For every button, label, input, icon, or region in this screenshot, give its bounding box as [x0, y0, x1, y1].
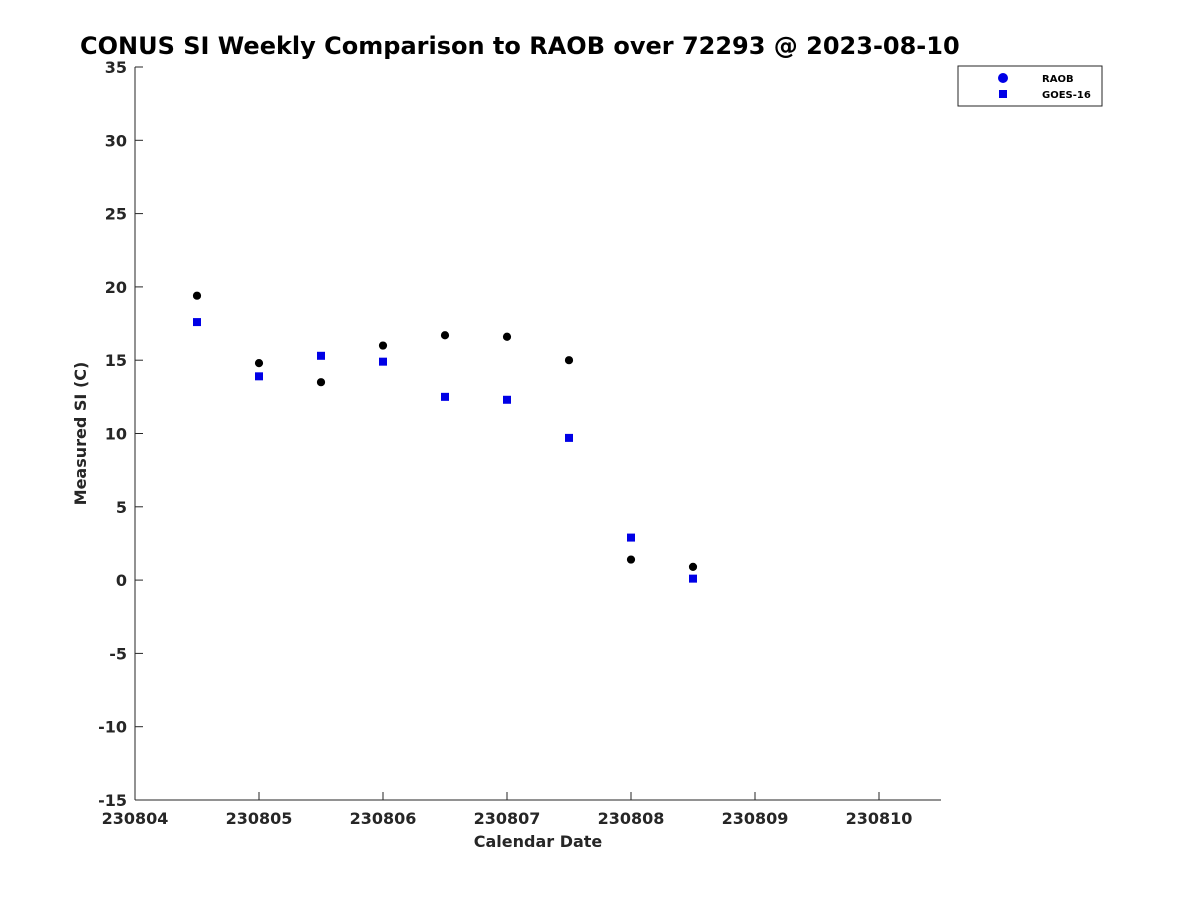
legend: RAOB GOES-16: [957, 65, 1103, 107]
raob-point: [254, 359, 264, 368]
goes16-point: [689, 574, 697, 583]
x-tick-label: 230808: [598, 809, 665, 828]
goes16-point: [317, 351, 325, 360]
y-tick-label: 15: [105, 351, 127, 370]
x-tick-label: 230806: [350, 809, 417, 828]
y-tick-label: 35: [105, 58, 127, 77]
raob-point: [626, 555, 636, 564]
y-tick-label: -10: [98, 718, 127, 737]
x-tick-label: 230807: [474, 809, 541, 828]
y-tick-label: 10: [105, 425, 127, 444]
y-axis-label: Measured SI (C): [71, 362, 90, 506]
x-tick-label: 230809: [722, 809, 789, 828]
raob-point: [564, 356, 574, 365]
raob-point: [192, 291, 202, 300]
legend-label: GOES-16: [1042, 90, 1091, 101]
legend-box: [957, 65, 1103, 107]
y-tick-label: 25: [105, 205, 127, 224]
axes: [134, 67, 941, 801]
x-ticks: 230804 230805 230806 230807 230808 230809 2308…: [102, 792, 913, 828]
goes16-point: [379, 357, 387, 366]
y-tick-label: 0: [116, 571, 127, 590]
y-tick-label: -5: [109, 644, 127, 663]
raob-point: [502, 332, 512, 341]
x-axis-label: Calendar Date: [474, 832, 603, 851]
y-tick-label: 30: [105, 131, 127, 150]
goes16-point: [441, 392, 449, 401]
goes16-point: [255, 372, 263, 381]
y-tick-label: -15: [98, 791, 127, 810]
raob-point: [688, 562, 698, 572]
goes16-point: [503, 395, 511, 404]
x-tick-label: 230804: [102, 809, 169, 828]
raob-point: [378, 341, 388, 350]
chart-title: CONUS SI Weekly Comparison to RAOB over …: [80, 32, 960, 60]
goes16-point: [627, 533, 635, 542]
y-tick-label: 5: [116, 498, 127, 517]
raob-point: [440, 331, 450, 340]
legend-label: RAOB: [1042, 74, 1074, 85]
y-ticks: 35 30 25 20 15 10 5 0 -5 -10 -15: [98, 58, 143, 810]
x-tick-label: 230805: [226, 809, 293, 828]
goes16-point: [193, 318, 201, 327]
data-points: [192, 291, 698, 583]
y-tick-label: 20: [105, 278, 127, 297]
legend-goes16-marker: [999, 90, 1007, 98]
legend-raob-marker: [998, 73, 1008, 83]
x-tick-label: 230810: [846, 809, 913, 828]
raob-point: [316, 378, 326, 387]
goes16-point: [565, 433, 573, 442]
